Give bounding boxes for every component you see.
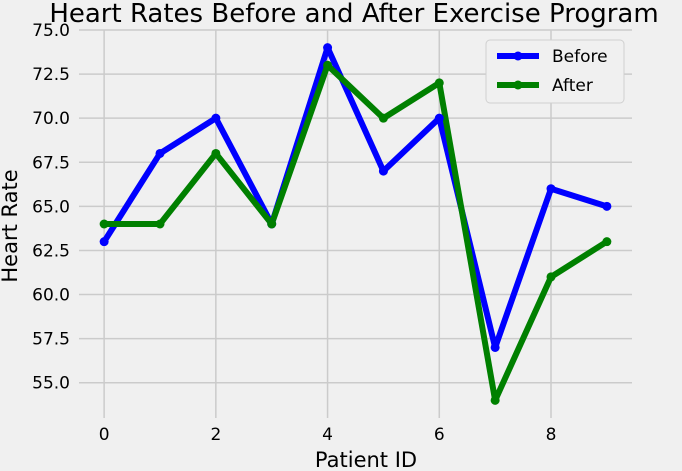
legend-marker-before [513, 51, 523, 61]
y-tick-label: 57.5 [32, 330, 70, 350]
data-point-after [155, 219, 165, 229]
y-tick-label: 62.5 [32, 241, 70, 261]
series-points [99, 43, 612, 405]
chart-title: Heart Rates Before and After Exercise Pr… [49, 0, 658, 29]
data-point-after [323, 60, 333, 70]
x-tick-labels: 0 2 4 6 8 [99, 425, 557, 445]
data-point-before [323, 43, 333, 53]
x-tick-label: 0 [99, 425, 110, 445]
legend: Before After [485, 39, 625, 104]
data-point-after [490, 395, 500, 405]
data-point-after [546, 272, 556, 282]
legend-label-before: Before [552, 47, 608, 67]
y-tick-labels: 55.0 57.5 60.0 62.5 65.0 67.5 70.0 72.5 75.0 [32, 21, 70, 394]
y-tick-label: 65.0 [32, 197, 70, 217]
x-tick-label: 6 [434, 425, 445, 445]
data-point-after [434, 78, 444, 88]
x-tick-label: 2 [210, 425, 221, 445]
y-tick-label: 70.0 [32, 109, 70, 129]
y-axis-label: Heart Rate [0, 169, 22, 282]
data-point-before [490, 342, 500, 352]
x-axis-label: Patient ID [315, 448, 417, 471]
data-point-before [211, 113, 221, 123]
legend-label-after: After [552, 76, 593, 96]
y-tick-label: 67.5 [32, 153, 70, 173]
data-point-after [378, 113, 388, 123]
data-point-before [602, 201, 612, 211]
legend-items: Before After [497, 47, 608, 96]
data-point-after [602, 237, 612, 247]
series-line-before [101, 44, 608, 351]
y-tick-label: 60.0 [32, 286, 70, 306]
data-point-before [434, 113, 444, 123]
data-point-before [155, 148, 165, 158]
data-point-after [267, 219, 277, 229]
x-tick-label: 8 [546, 425, 557, 445]
data-point-before [99, 237, 109, 247]
series-line-after [104, 62, 609, 404]
data-point-before [378, 166, 388, 176]
y-tick-label: 75.0 [32, 21, 70, 41]
data-point-after [99, 219, 109, 229]
x-tick-label: 4 [322, 425, 333, 445]
data-point-before [546, 184, 556, 194]
legend-marker-after [513, 80, 523, 90]
data-point-after [211, 148, 221, 158]
y-tick-label: 72.5 [32, 65, 70, 85]
y-tick-label: 55.0 [32, 374, 70, 394]
series-lines [101, 44, 609, 404]
